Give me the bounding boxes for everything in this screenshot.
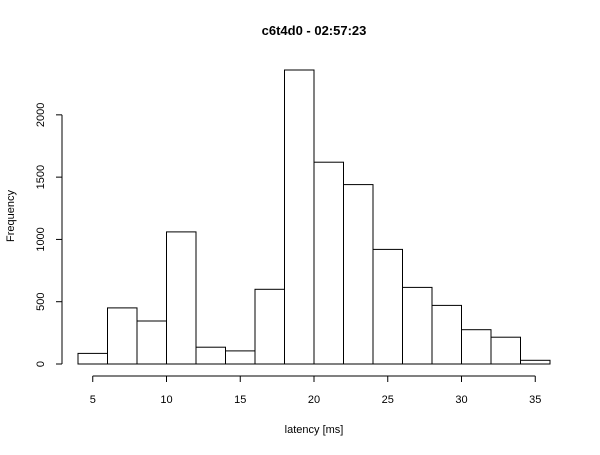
y-tick-label: 2000 (35, 103, 47, 127)
x-tick-label: 15 (234, 394, 246, 406)
x-tick-label: 20 (308, 394, 320, 406)
histogram-bar (490, 336, 521, 365)
y-tick-label: 1500 (35, 165, 47, 189)
y-tick-label: 500 (35, 293, 47, 311)
chart-title: c6t4d0 - 02:57:23 (262, 23, 367, 38)
histogram-bar (313, 161, 344, 365)
histogram-bar (520, 359, 551, 365)
histogram-bar (136, 320, 167, 365)
histogram-bar (77, 352, 108, 365)
histogram-bar (372, 248, 403, 365)
histogram-bar (166, 231, 197, 365)
histogram-bar (402, 286, 433, 365)
histogram-bar (431, 304, 462, 365)
x-axis: 5 10 15 20 25 30 35 (90, 375, 541, 406)
histogram-bar (343, 184, 374, 365)
histogram-bar (225, 350, 256, 365)
x-tick-label: 35 (529, 394, 541, 406)
bars-group (77, 69, 551, 365)
y-tick-label: 0 (35, 361, 47, 367)
histogram-bar (107, 307, 138, 365)
histogram-bar (254, 288, 285, 365)
y-tick-label: 1000 (35, 227, 47, 251)
histogram-bar (195, 346, 226, 365)
y-axis-label: Frequency (5, 190, 17, 242)
y-axis: 0 500 1000 1500 2000 (35, 103, 63, 367)
x-tick-label: 30 (455, 394, 467, 406)
x-tick-label: 25 (382, 394, 394, 406)
x-axis-label: latency [ms] (285, 424, 344, 436)
histogram-bar (461, 329, 492, 365)
histogram-bar (284, 69, 315, 365)
x-tick-label: 10 (160, 394, 172, 406)
x-tick-label: 5 (90, 394, 96, 406)
